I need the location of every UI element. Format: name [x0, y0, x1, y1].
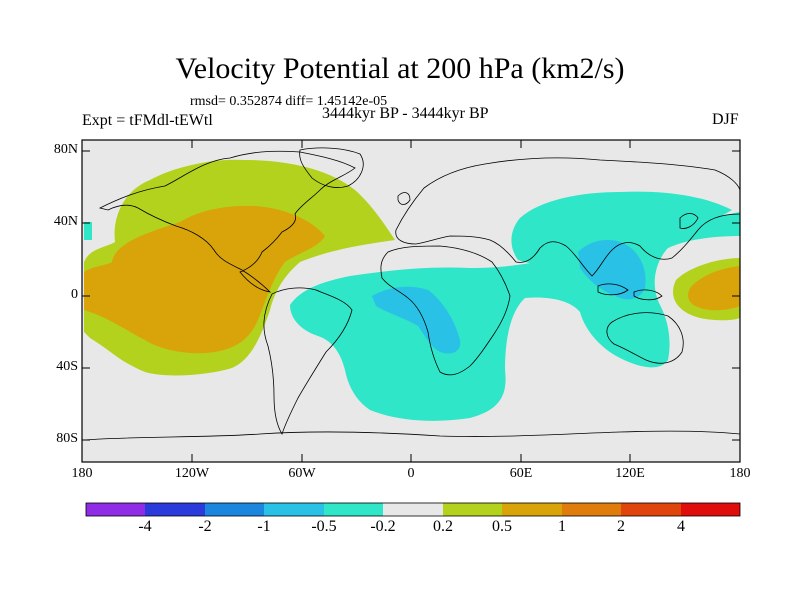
- x-tick-label: 60E: [509, 466, 533, 481]
- colorbar-label: -4: [138, 518, 152, 535]
- colorbar-label: 0.5: [492, 518, 512, 535]
- x-tick-label: 120W: [174, 466, 210, 481]
- colorbar-label: 1: [558, 518, 566, 535]
- positive-anomaly-core-americas: [84, 205, 325, 354]
- negative-anomaly-core-indonesia: [578, 239, 646, 300]
- colorbar: [85, 502, 741, 517]
- chart-title: Velocity Potential at 200 hPa (km2/s): [175, 52, 625, 85]
- negative-anomaly-core-africa: [372, 286, 461, 354]
- positive-anomaly-pacific-core: [688, 266, 740, 311]
- season-label: DJF: [712, 111, 739, 128]
- y-tick-label: 80S: [56, 431, 78, 446]
- experiment-label: Expt = tFMdl-tEWtl: [82, 112, 213, 129]
- colorbar-box: [145, 503, 205, 516]
- colorbar-box: [264, 503, 324, 516]
- axis-ticks: [82, 140, 740, 462]
- colorbar-label: 4: [677, 518, 685, 535]
- x-tick-label: 180: [71, 466, 93, 481]
- colorbar-box: [443, 503, 502, 516]
- period-label: 3444kyr BP - 3444kyr BP: [322, 105, 489, 122]
- colorbar-box: [383, 503, 443, 516]
- colorbar-label: 0.2: [433, 518, 453, 535]
- y-tick-label: 0: [71, 287, 78, 302]
- colorbar-label: -0.2: [370, 518, 396, 535]
- y-tick-label: 40N: [53, 214, 78, 229]
- y-tick-label: 40S: [56, 359, 78, 374]
- colorbar-box: [86, 503, 145, 516]
- stats-line: rmsd= 0.352874 diff= 1.45142e-05: [190, 94, 388, 109]
- x-tick-label: 180: [729, 466, 751, 481]
- colorbar-label: -2: [198, 518, 212, 535]
- x-tick-label: 60W: [288, 466, 316, 481]
- colorbar-box: [205, 503, 264, 516]
- x-tick-label: 120E: [615, 466, 645, 481]
- colorbar-label: 2: [617, 518, 625, 535]
- x-tick-label: 0: [407, 466, 415, 481]
- coastlines: [83, 147, 741, 441]
- negative-anomaly-far-west: [84, 222, 92, 240]
- colorbar-box: [324, 503, 383, 516]
- colorbar-label: -0.5: [311, 518, 337, 535]
- colorbar-box: [562, 503, 621, 516]
- colorbar-box: [502, 503, 562, 516]
- colorbar-label: -1: [257, 518, 271, 535]
- y-tick-label: 80N: [53, 142, 78, 157]
- colorbar-box: [621, 503, 681, 516]
- colorbar-box: [681, 503, 740, 516]
